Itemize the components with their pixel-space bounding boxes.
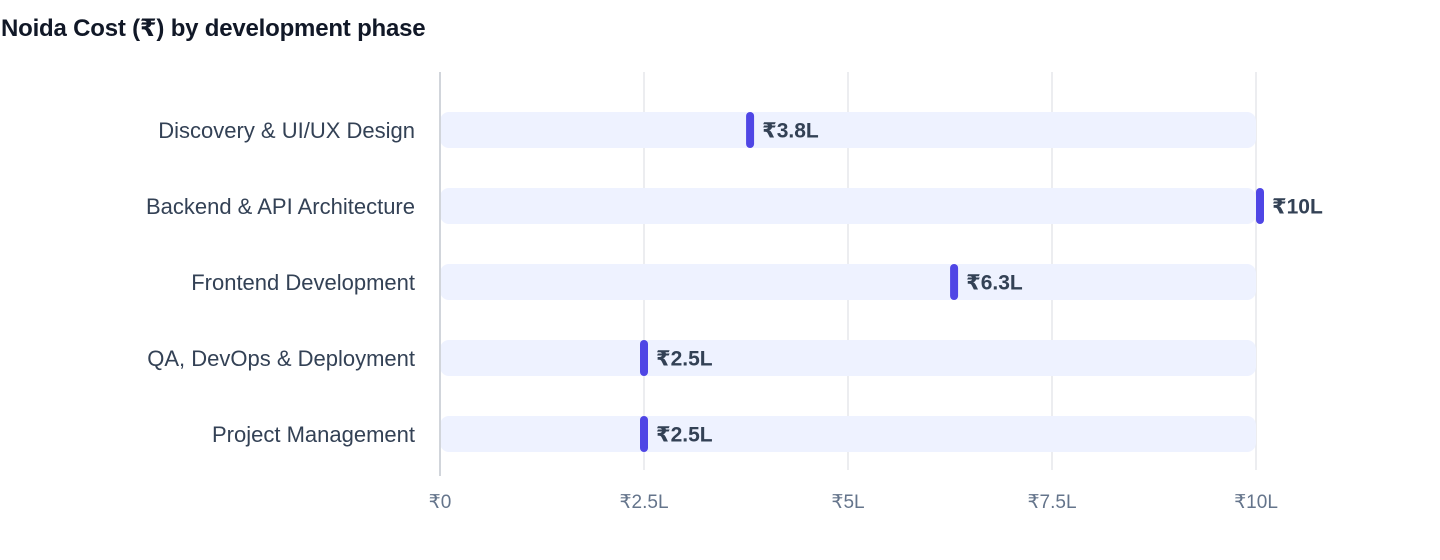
bar-track — [440, 264, 1256, 300]
axis-layer — [439, 72, 441, 476]
category-label: Discovery & UI/UX Design — [158, 118, 415, 143]
bar-track — [440, 112, 1256, 148]
bar-track — [440, 340, 1256, 376]
x-tick-label: ₹2.5L — [619, 492, 668, 513]
x-tick-label: ₹0 — [429, 492, 452, 513]
category-label: QA, DevOps & Deployment — [147, 346, 415, 371]
bar-marker — [640, 416, 648, 452]
bar-track — [440, 188, 1256, 224]
tick-layer: ₹0 ₹2.5L ₹5L ₹7.5L ₹10L — [429, 492, 1278, 513]
x-tick-label: ₹10L — [1234, 492, 1278, 513]
marker-layer — [640, 112, 1264, 452]
bar-marker — [746, 112, 755, 148]
data-label: ₹2.5L — [656, 348, 713, 371]
bar-marker — [1256, 188, 1264, 224]
bar-marker — [950, 264, 959, 300]
data-label: ₹2.5L — [656, 424, 713, 447]
data-label: ₹10L — [1272, 196, 1323, 219]
data-label: ₹3.8L — [762, 120, 819, 143]
category-label: Project Management — [212, 422, 415, 447]
chart-title: Noida Cost (₹) by development phase — [1, 15, 426, 42]
category-label: Frontend Development — [191, 270, 415, 295]
label-layer: ₹3.8L Discovery & UI/UX Design ₹10L Backend… — [146, 118, 1323, 447]
category-label: Backend & API Architecture — [146, 194, 415, 219]
bar-marker — [640, 340, 648, 376]
x-tick-label: ₹7.5L — [1027, 492, 1076, 513]
x-tick-label: ₹5L — [831, 492, 864, 513]
data-label: ₹6.3L — [966, 272, 1023, 295]
bar-track — [440, 416, 1256, 452]
